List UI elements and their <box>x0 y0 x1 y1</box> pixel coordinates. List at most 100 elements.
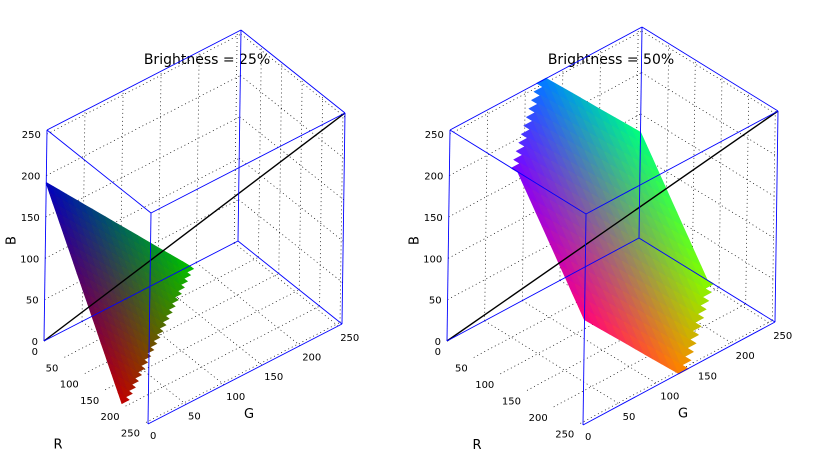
gray-diagonal-line <box>446 110 779 342</box>
color-plane-cell <box>139 349 151 357</box>
x-tick-label: 250 <box>555 429 574 440</box>
color-plane-cell <box>695 283 711 293</box>
y-axis-label: G <box>678 407 688 422</box>
box-edge <box>638 237 776 323</box>
z-tick-label: 200 <box>424 172 443 183</box>
color-plane-cell <box>690 300 706 310</box>
gridline <box>240 75 345 159</box>
color-plane-cell <box>673 220 690 241</box>
color-plane-cell <box>158 311 169 320</box>
z-tick-label: 200 <box>21 172 40 183</box>
color-plane-cell <box>164 299 175 307</box>
z-tick-label: 250 <box>425 130 444 141</box>
color-plane-cell <box>675 351 691 361</box>
color-plane-cell <box>631 127 648 147</box>
z-tick-label: 50 <box>26 296 39 307</box>
gridline <box>195 51 200 263</box>
diagonal-layer <box>446 110 779 342</box>
y-tick-label: 100 <box>226 392 245 403</box>
box-edge <box>446 129 451 342</box>
y-axis-label: G <box>244 407 254 422</box>
y-tick-label: 0 <box>150 431 156 442</box>
color-plane-cell <box>667 207 684 227</box>
box-edge <box>341 112 346 325</box>
y-tick-label: 250 <box>773 331 792 342</box>
color-plane-cell <box>142 342 154 351</box>
gridline <box>484 109 488 321</box>
x-tick-label: 200 <box>101 412 120 423</box>
chart-title: Brightness = 50% <box>548 52 674 68</box>
color-plane-cell <box>127 373 139 382</box>
color-plane-cell <box>680 334 696 344</box>
gridline <box>44 199 239 300</box>
color-plane-cell <box>661 194 678 214</box>
color-plane-cell <box>170 286 182 295</box>
box-edge <box>237 29 242 242</box>
gridline <box>521 89 526 301</box>
z-tick-label: 250 <box>22 130 41 141</box>
gridline <box>278 62 283 274</box>
box-edge <box>237 240 343 325</box>
color-plane-cell <box>677 342 694 353</box>
z-tick-label: 50 <box>429 296 442 307</box>
y-tick-label: 200 <box>302 353 321 364</box>
gridline <box>238 158 344 242</box>
box-layer <box>446 26 779 426</box>
color-plane-cell <box>136 355 148 363</box>
color-plane-cell <box>692 291 709 302</box>
gridline <box>240 33 346 118</box>
z-tick-label: 0 <box>435 337 441 348</box>
gridline <box>473 254 666 358</box>
gridline <box>46 75 241 176</box>
y-tick-label: 100 <box>660 392 679 403</box>
gridline <box>233 242 339 327</box>
color-plane-cell <box>130 367 142 376</box>
gridline <box>641 30 779 116</box>
y-tick-label: 50 <box>623 412 636 423</box>
x-axis-label: R <box>53 438 62 453</box>
color-plane-cell <box>148 330 160 338</box>
color-plane-cell <box>161 305 172 314</box>
z-axis-label: B <box>408 236 423 245</box>
gridline <box>45 116 240 218</box>
color-plane-cell <box>682 325 699 336</box>
box-layer <box>43 29 346 425</box>
gridline <box>238 199 343 283</box>
z-tick-label: 150 <box>21 213 40 224</box>
z-axis-label: B <box>5 236 20 245</box>
gridline <box>145 322 341 423</box>
x-tick-label: 50 <box>455 364 468 375</box>
box-edge <box>585 110 779 215</box>
y-tick-label: 50 <box>188 411 201 422</box>
box-edge <box>150 112 346 214</box>
gridline <box>64 256 259 358</box>
x-tick-label: 150 <box>502 396 521 407</box>
x-tick-label: 50 <box>46 363 59 374</box>
box-edge <box>46 29 242 131</box>
gridline <box>195 262 301 346</box>
gray-diagonal-line <box>43 112 346 342</box>
color-plane-cell <box>685 247 702 267</box>
color-plane-cell <box>151 324 163 332</box>
gridline <box>298 78 303 290</box>
gridline <box>447 196 640 300</box>
color-plane-cell <box>124 380 136 388</box>
z-tick-label: 150 <box>424 213 443 224</box>
box-edge <box>446 237 640 342</box>
gridline <box>771 109 776 321</box>
color-plane-cell <box>649 167 666 187</box>
box-edge <box>240 29 346 114</box>
y-tick-label: 150 <box>698 371 717 382</box>
gridline <box>691 59 696 271</box>
color-plane-cell <box>155 317 166 326</box>
gridline <box>46 33 242 135</box>
x-axis-label: R <box>472 438 481 453</box>
color-plane-cell <box>687 308 704 319</box>
box-edge <box>774 110 779 323</box>
color-plane-cell <box>691 261 708 281</box>
x-tick-label: 100 <box>475 380 494 391</box>
box-edge <box>449 129 587 215</box>
